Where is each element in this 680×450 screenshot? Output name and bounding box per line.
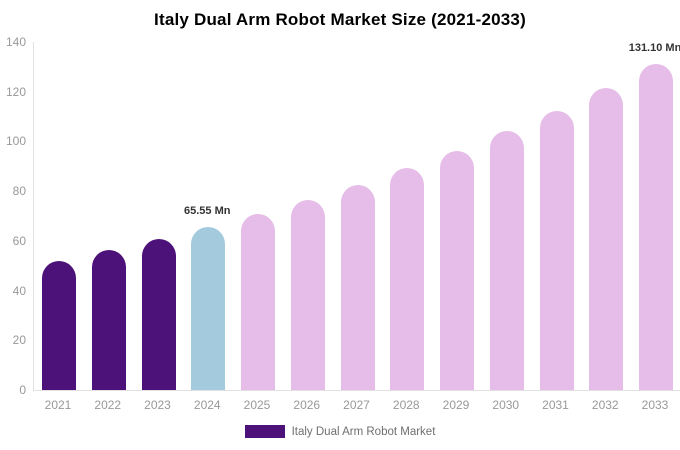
bar-2024[interactable] [191, 227, 226, 390]
bar-2029[interactable] [440, 150, 474, 390]
x-tick-label: 2030 [492, 398, 520, 412]
bar-2028[interactable] [390, 168, 425, 390]
x-tick-label: 2032 [591, 398, 619, 412]
x-tick-label: 2031 [542, 398, 569, 412]
legend-swatch [244, 425, 285, 438]
plot-area [33, 42, 680, 391]
x-tick-label: 2025 [243, 398, 271, 412]
x-tick-label: 2023 [144, 398, 171, 412]
y-tick-label: 140 [5, 35, 26, 49]
bar-value-label: 65.55 Mn [184, 205, 231, 218]
x-tick-label: 2022 [94, 398, 122, 412]
x-tick-label: 2027 [343, 398, 370, 412]
bar-2022[interactable] [91, 250, 126, 390]
bar-2031[interactable] [539, 110, 574, 390]
y-tick-label: 120 [5, 84, 26, 99]
x-tick-label: 2029 [442, 398, 470, 412]
bar-value-label: 131.10 Mn [628, 42, 680, 55]
x-tick-label: 2026 [293, 398, 321, 412]
chart-title: Italy Dual Arm Robot Market Size (2021-2… [154, 10, 526, 29]
legend[interactable]: Italy Dual Arm Robot Market [0, 425, 680, 438]
x-tick-label: 2033 [641, 398, 669, 412]
y-tick-label: 80 [12, 184, 26, 199]
bar-2030[interactable] [489, 131, 524, 390]
y-tick-label: 60 [12, 233, 26, 248]
y-tick-label: 100 [5, 134, 26, 149]
y-tick-label: 40 [12, 283, 26, 298]
x-tick-label: 2028 [392, 398, 420, 412]
bar-2027[interactable] [340, 184, 375, 390]
bar-2025[interactable] [241, 214, 275, 390]
bar-2032[interactable] [589, 88, 624, 390]
y-tick-label: 0 [19, 383, 26, 397]
x-tick-label: 2024 [193, 398, 221, 412]
legend-label: Italy Dual Arm Robot Market [291, 425, 436, 438]
bar-2023[interactable] [141, 239, 176, 390]
bar-2021[interactable] [42, 260, 76, 390]
bar-2033[interactable] [639, 64, 673, 390]
y-tick-label: 20 [12, 333, 26, 348]
x-tick-label: 2021 [44, 398, 72, 412]
bar-2026[interactable] [290, 199, 325, 390]
